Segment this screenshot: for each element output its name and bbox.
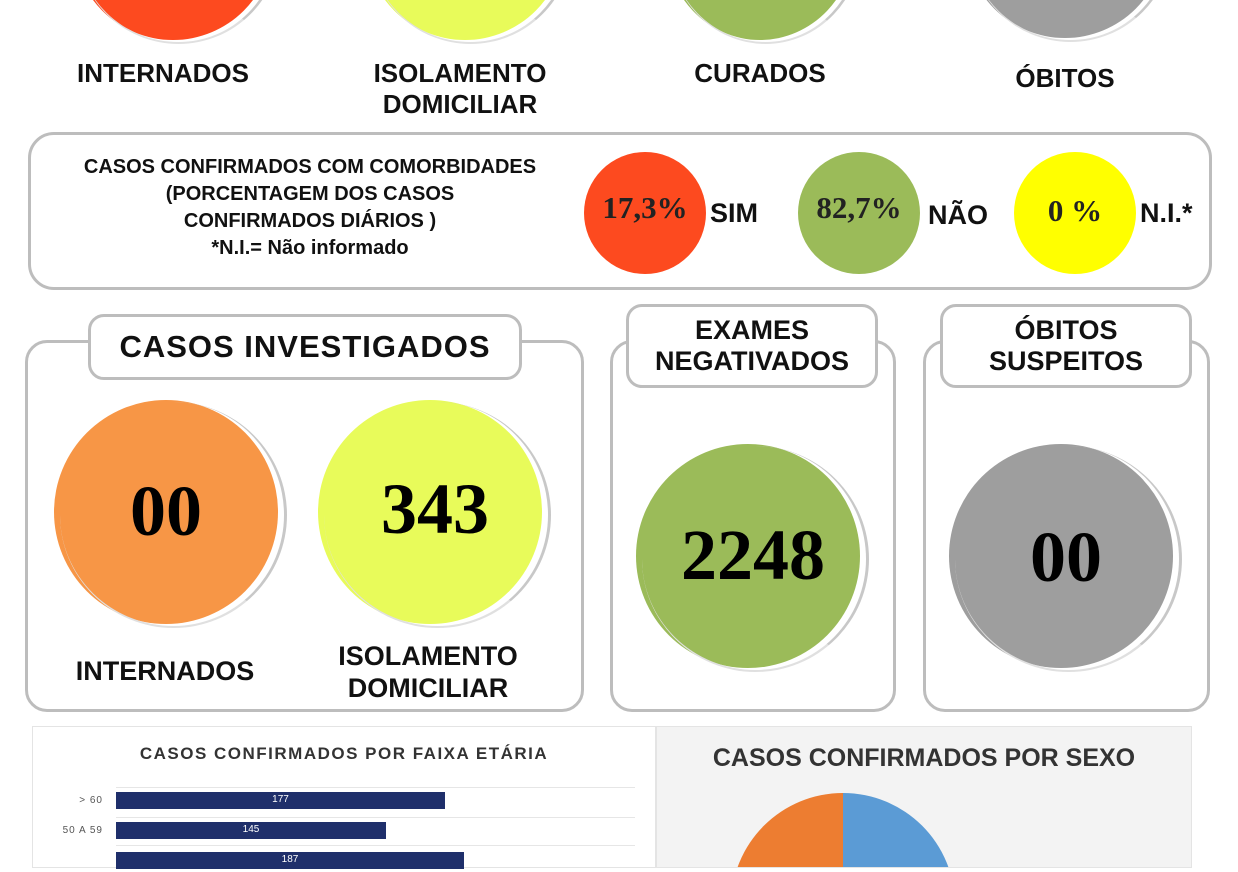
investigados-internados-label: INTERNADOS bbox=[75, 656, 255, 686]
isolamento-label-top-line1: ISOLAMENTO bbox=[373, 58, 547, 88]
obitos-circle-top-shadow bbox=[969, 0, 1172, 42]
comorbidades-note: *N.I.= Não informado bbox=[211, 237, 409, 259]
isolamento-circle-top-shadow bbox=[369, 0, 572, 44]
investigados-isolamento-value: 343 bbox=[381, 469, 489, 549]
internados-label-top: INTERNADOS bbox=[77, 58, 249, 88]
bar: 145 bbox=[116, 822, 386, 839]
bar: 177 bbox=[116, 792, 445, 809]
bar-value-label: 177 bbox=[272, 794, 289, 805]
comorbidades-title-line3: CONFIRMADOS DIÁRIOS ) bbox=[183, 210, 437, 232]
investigados-isolamento-label: ISOLAMENTO DOMICILIAR bbox=[315, 640, 541, 705]
curados-circle-top-shadow bbox=[669, 0, 862, 44]
faixa-etaria-gridline bbox=[116, 817, 635, 818]
investigados-isolamento-label-line1: ISOLAMENTO bbox=[338, 641, 518, 671]
pie-slice-orange bbox=[737, 793, 843, 867]
faixa-etaria-row: 50 A 59 145 bbox=[33, 822, 655, 842]
exames-title-line2: NEGATIVADOS bbox=[654, 346, 849, 376]
bar: 187 bbox=[116, 852, 464, 869]
comorbidades-sim-circle bbox=[584, 152, 706, 274]
comorbidades-nao-value: 82,7% bbox=[816, 190, 902, 225]
faixa-etaria-chart-title: CASOS CONFIRMADOS POR FAIXA ETÁRIA bbox=[139, 744, 549, 763]
comorbidades-sim-value: 17,3% bbox=[602, 190, 688, 225]
comorbidades-nao-label: NÃO bbox=[928, 200, 988, 230]
faixa-etaria-gridline bbox=[116, 787, 635, 788]
sexo-pie bbox=[737, 793, 949, 867]
investigados-isolamento-label-line2: DOMICILIAR bbox=[347, 673, 509, 704]
sexo-chart: CASOS CONFIRMADOS POR SEXO bbox=[656, 726, 1192, 868]
investigados-internados-value: 00 bbox=[130, 471, 202, 551]
comorbidades-ni-circle bbox=[1014, 152, 1136, 274]
faixa-etaria-gridline bbox=[116, 845, 635, 846]
exames-title-line1: EXAMES bbox=[694, 314, 810, 345]
bar-category-label: > 60 bbox=[79, 795, 103, 806]
investigados-title-tab: CASOS INVESTIGADOS bbox=[88, 314, 522, 380]
bar-category-label: 50 A 59 bbox=[62, 825, 103, 836]
pie-slice-blue bbox=[843, 793, 949, 867]
comorbidades-title: CASOS CONFIRMADOS COM COMORBIDADES (PORC… bbox=[36, 154, 584, 262]
faixa-etaria-row: 187 bbox=[33, 852, 655, 872]
comorbidades-title-line2: (PORCENTAGEM DOS CASOS bbox=[165, 183, 455, 205]
exames-value: 2248 bbox=[681, 515, 825, 595]
exames-title-tab: EXAMES NEGATIVADOS bbox=[626, 304, 878, 388]
isolamento-label-top: ISOLAMENTO DOMICILIAR bbox=[340, 58, 580, 120]
comorbidades-sim-label: SIM bbox=[710, 198, 759, 228]
obitos-suspeitos-title-line2: SUSPEITOS bbox=[988, 346, 1144, 376]
obitos-suspeitos-circle-shadow bbox=[955, 446, 1182, 672]
obitos-label-top: ÓBITOS bbox=[1015, 63, 1115, 93]
comorbidades-ni-value: 0 % bbox=[1047, 193, 1103, 228]
obitos-suspeitos-title-line1: ÓBITOS bbox=[1014, 314, 1118, 345]
curados-label-top: CURADOS bbox=[694, 58, 826, 88]
faixa-etaria-row: > 60 177 bbox=[33, 792, 655, 812]
investigados-isolamento-circle-shadow bbox=[324, 402, 551, 628]
faixa-etaria-chart: CASOS CONFIRMADOS POR FAIXA ETÁRIA > 60 … bbox=[32, 726, 656, 869]
sexo-chart-title: CASOS CONFIRMADOS POR SEXO bbox=[712, 744, 1136, 772]
bar-value-label: 145 bbox=[242, 824, 260, 835]
investigados-internados-circle-shadow bbox=[60, 402, 287, 628]
comorbidades-nao-circle bbox=[798, 152, 920, 274]
exames-circle-shadow bbox=[642, 446, 869, 672]
obitos-suspeitos-title-tab: ÓBITOS SUSPEITOS bbox=[940, 304, 1192, 388]
isolamento-label-top-line2: DOMICILIAR bbox=[382, 89, 538, 120]
comorbidades-ni-label: N.I.* bbox=[1140, 198, 1193, 228]
comorbidades-title-line1: CASOS CONFIRMADOS COM COMORBIDADES bbox=[83, 156, 537, 178]
internados-circle-top-shadow bbox=[77, 0, 280, 44]
obitos-suspeitos-value: 00 bbox=[1030, 517, 1102, 597]
